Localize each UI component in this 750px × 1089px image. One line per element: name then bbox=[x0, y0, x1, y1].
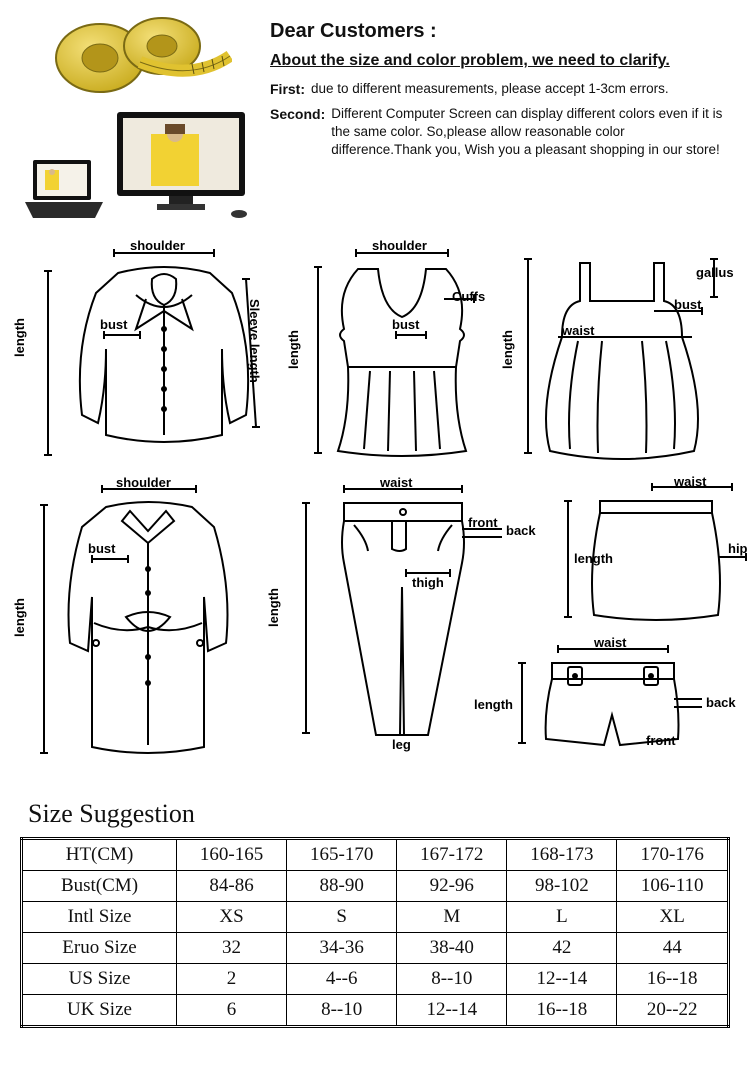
table-cell: 84-86 bbox=[177, 871, 287, 902]
label-bust: bust bbox=[88, 541, 115, 556]
label-length: length bbox=[12, 318, 27, 357]
label-waist: waist bbox=[674, 474, 707, 489]
notice-first-key: First: bbox=[270, 80, 305, 99]
table-cell: US Size bbox=[22, 964, 177, 995]
table-row: HT(CM)160-165165-170167-172168-173170-17… bbox=[22, 839, 729, 871]
label-back: back bbox=[506, 523, 536, 538]
monitor-icon bbox=[111, 110, 251, 225]
table-cell: M bbox=[397, 902, 507, 933]
table-cell: 88-90 bbox=[287, 871, 397, 902]
table-cell: 167-172 bbox=[397, 839, 507, 871]
label-thigh: thigh bbox=[412, 575, 444, 590]
label-bust: bust bbox=[392, 317, 419, 332]
table-cell: L bbox=[507, 902, 617, 933]
size-section-title: Size Suggestion bbox=[0, 785, 750, 837]
table-cell: 4--6 bbox=[287, 964, 397, 995]
table-row: Bust(CM)84-8688-9092-9698-102106-110 bbox=[22, 871, 729, 902]
label-waist: waist bbox=[380, 475, 413, 490]
label-length: length bbox=[266, 588, 281, 627]
table-cell: 8--10 bbox=[287, 995, 397, 1027]
table-row: US Size24--68--1012--1416--18 bbox=[22, 964, 729, 995]
table-cell: 92-96 bbox=[397, 871, 507, 902]
diagram-coat: shoulder bust length bbox=[18, 477, 258, 767]
table-cell: XL bbox=[617, 902, 729, 933]
diagram-tank: shoulder Cuffs bust length bbox=[292, 239, 492, 469]
table-cell: 160-165 bbox=[177, 839, 287, 871]
table-cell: 168-173 bbox=[507, 839, 617, 871]
label-gallus: gallus bbox=[696, 265, 734, 280]
label-front-shorts: front bbox=[646, 733, 676, 748]
table-cell: 20--22 bbox=[617, 995, 729, 1027]
label-leg: leg bbox=[392, 737, 411, 752]
table-cell: 38-40 bbox=[397, 933, 507, 964]
table-cell: 170-176 bbox=[617, 839, 729, 871]
label-front: front bbox=[468, 515, 498, 530]
label-hip: hip bbox=[728, 541, 748, 556]
label-shoulder: shoulder bbox=[130, 238, 185, 253]
laptop-icon bbox=[23, 158, 105, 225]
table-cell: HT(CM) bbox=[22, 839, 177, 871]
table-cell: 98-102 bbox=[507, 871, 617, 902]
label-bust: bust bbox=[100, 317, 127, 332]
table-cell: 165-170 bbox=[287, 839, 397, 871]
label-waist: waist bbox=[562, 323, 595, 338]
notice-second-key: Second: bbox=[270, 105, 325, 160]
label-length: length bbox=[12, 598, 27, 637]
label-cuffs: Cuffs bbox=[452, 289, 485, 304]
notice-images bbox=[22, 14, 252, 225]
table-cell: 16--18 bbox=[617, 964, 729, 995]
table-cell: Eruo Size bbox=[22, 933, 177, 964]
label-sleeve-length: Sleeve length bbox=[247, 299, 262, 383]
table-cell: 42 bbox=[507, 933, 617, 964]
measurement-diagrams: shoulder bust length Sleeve length shoul… bbox=[0, 231, 750, 785]
diagram-blouse: shoulder bust length Sleeve length bbox=[18, 239, 278, 469]
label-bust: bust bbox=[674, 297, 701, 312]
table-cell: XS bbox=[177, 902, 287, 933]
table-cell: 16--18 bbox=[507, 995, 617, 1027]
table-cell: 44 bbox=[617, 933, 729, 964]
table-cell: Bust(CM) bbox=[22, 871, 177, 902]
label-length: length bbox=[286, 330, 301, 369]
table-cell: 106-110 bbox=[617, 871, 729, 902]
notice-second-text: Different Computer Screen can display di… bbox=[331, 105, 728, 160]
table-cell: 12--14 bbox=[507, 964, 617, 995]
table-cell: S bbox=[287, 902, 397, 933]
table-cell: 32 bbox=[177, 933, 287, 964]
table-cell: 6 bbox=[177, 995, 287, 1027]
label-back-shorts: back bbox=[706, 695, 736, 710]
table-cell: Intl Size bbox=[22, 902, 177, 933]
notice-text: Dear Customers : About the size and colo… bbox=[270, 14, 728, 225]
measuring-tape-icon bbox=[42, 14, 232, 100]
table-row: UK Size68--1012--1416--1820--22 bbox=[22, 995, 729, 1027]
label-shoulder: shoulder bbox=[116, 475, 171, 490]
diagram-skirt-shorts: waist hip length waist length front back bbox=[546, 477, 750, 767]
label-length-skirt: length bbox=[574, 551, 613, 566]
label-waist-shorts: waist bbox=[594, 635, 627, 650]
table-row: Intl SizeXSSMLXL bbox=[22, 902, 729, 933]
table-cell: 8--10 bbox=[397, 964, 507, 995]
notice-clarify: About the size and color problem, we nee… bbox=[270, 51, 728, 72]
notice-section: Dear Customers : About the size and colo… bbox=[0, 0, 750, 231]
size-table: HT(CM)160-165165-170167-172168-173170-17… bbox=[20, 837, 730, 1028]
notice-greeting: Dear Customers : bbox=[270, 20, 728, 43]
diagram-dress: gallus bust waist length bbox=[506, 239, 736, 469]
table-cell: 2 bbox=[177, 964, 287, 995]
table-cell: UK Size bbox=[22, 995, 177, 1027]
diagram-pants-group: waist front back thigh leg length bbox=[272, 477, 532, 767]
table-cell: 12--14 bbox=[397, 995, 507, 1027]
notice-first-text: due to different measurements, please ac… bbox=[311, 80, 669, 99]
table-cell: 34-36 bbox=[287, 933, 397, 964]
table-row: Eruo Size3234-3638-404244 bbox=[22, 933, 729, 964]
label-length-shorts: length bbox=[474, 697, 513, 712]
label-shoulder: shoulder bbox=[372, 238, 427, 253]
label-length: length bbox=[500, 330, 515, 369]
